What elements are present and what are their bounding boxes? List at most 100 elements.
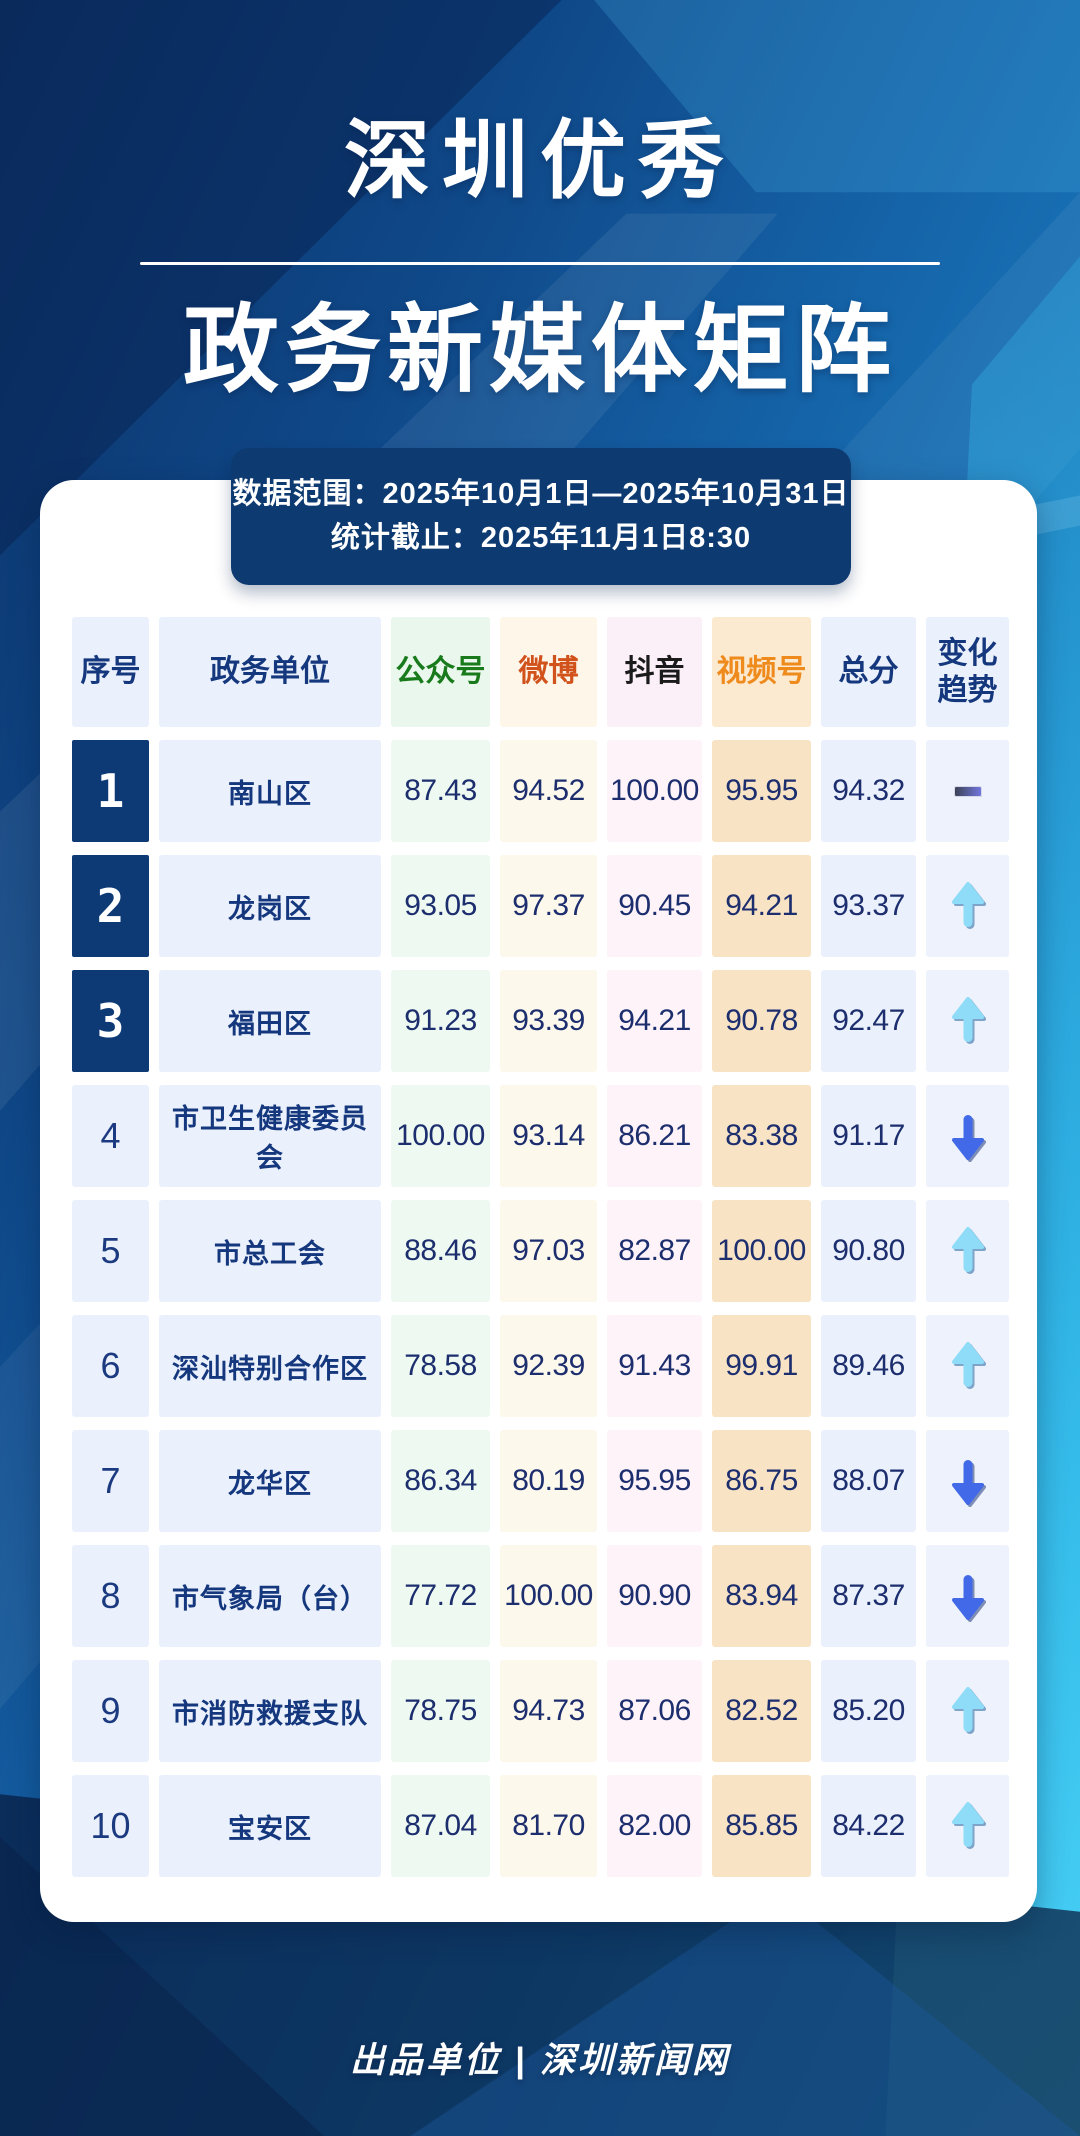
gongzhonghao-score-cell: 78.75: [391, 1660, 490, 1762]
gongzhonghao-score-cell: 93.05: [391, 855, 490, 957]
header-cell-gongzhonghao: 公众号: [391, 617, 490, 727]
footer-credit: 出品单位 | 深圳新闻网: [349, 2041, 731, 2080]
trend-flat-icon: [953, 785, 982, 797]
douyin-score-cell: 90.45: [607, 855, 702, 957]
rank-cell: 7: [72, 1430, 149, 1532]
rank-cell: 3: [72, 970, 149, 1072]
gongzhonghao-score-cell: 100.00: [391, 1085, 490, 1187]
rank-cell: 1: [72, 740, 149, 842]
header-cell-total: 总分: [821, 617, 916, 727]
weibo-score-cell: 80.19: [500, 1430, 597, 1532]
shipinhao-score-cell: 90.78: [712, 970, 811, 1072]
shipinhao-score-cell: 100.00: [712, 1200, 811, 1302]
shipinhao-score-cell: 94.21: [712, 855, 811, 957]
trend-up-icon: [951, 997, 984, 1042]
header-cell-rank: 序号: [72, 617, 149, 727]
banner-line-1: 数据范围：2025年10月1日—2025年10月31日: [232, 478, 850, 511]
header-cell-trend: 变化趋势: [926, 617, 1009, 727]
banner-line-2: 统计截止：2025年11月1日8:30: [330, 522, 752, 554]
unit-name-cell: 福田区: [159, 970, 381, 1072]
trend-down-icon: [951, 1575, 984, 1620]
douyin-score-cell: 87.06: [607, 1660, 702, 1762]
unit-name-cell: 龙华区: [159, 1430, 381, 1532]
trend-cell: [926, 1660, 1009, 1762]
trend-cell: [926, 970, 1009, 1072]
gongzhonghao-score-cell: 88.46: [391, 1200, 490, 1302]
header-cell-shipinhao: 视频号: [712, 617, 811, 727]
shipinhao-score-cell: 82.52: [712, 1660, 811, 1762]
douyin-score-cell: 94.21: [607, 970, 702, 1072]
trend-up-icon: [951, 1227, 984, 1272]
rank-cell: 6: [72, 1315, 149, 1417]
trend-cell: [926, 740, 1009, 842]
gongzhonghao-score-cell: 87.04: [391, 1775, 490, 1877]
title-divider: [140, 262, 940, 265]
shipinhao-score-cell: 83.94: [712, 1545, 811, 1647]
weibo-score-cell: 97.37: [500, 855, 597, 957]
total-score-cell: 87.37: [821, 1545, 916, 1647]
ranking-table: 序号 政务单位 公众号 微博 抖音 视频号 总分 变化趋势 1 南山区 87.4…: [72, 617, 1009, 1877]
unit-name-cell: 市消防救援支队: [159, 1660, 381, 1762]
weibo-score-cell: 94.73: [500, 1660, 597, 1762]
trend-down-icon: [951, 1460, 984, 1505]
trend-up-icon: [951, 1342, 984, 1387]
trend-cell: [926, 1085, 1009, 1187]
douyin-score-cell: 82.00: [607, 1775, 702, 1877]
data-card: 序号 政务单位 公众号 微博 抖音 视频号 总分 变化趋势 1 南山区 87.4…: [40, 480, 1037, 1922]
date-range-banner: 数据范围：2025年10月1日—2025年10月31日 统计截止：2025年11…: [231, 448, 851, 585]
douyin-score-cell: 100.00: [607, 740, 702, 842]
weibo-score-cell: 92.39: [500, 1315, 597, 1417]
total-score-cell: 92.47: [821, 970, 916, 1072]
unit-name-cell: 市卫生健康委员会: [159, 1085, 381, 1187]
trend-cell: [926, 1430, 1009, 1532]
douyin-score-cell: 90.90: [607, 1545, 702, 1647]
weibo-score-cell: 93.14: [500, 1085, 597, 1187]
gongzhonghao-score-cell: 87.43: [391, 740, 490, 842]
shipinhao-score-cell: 85.85: [712, 1775, 811, 1877]
title-block: 深圳优秀 政务新媒体矩阵: [0, 0, 1080, 399]
douyin-score-cell: 95.95: [607, 1430, 702, 1532]
douyin-score-cell: 91.43: [607, 1315, 702, 1417]
trend-cell: [926, 855, 1009, 957]
weibo-score-cell: 81.70: [500, 1775, 597, 1877]
trend-cell: [926, 1775, 1009, 1877]
rank-cell: 8: [72, 1545, 149, 1647]
rank-cell: 9: [72, 1660, 149, 1762]
gongzhonghao-score-cell: 86.34: [391, 1430, 490, 1532]
rank-cell: 5: [72, 1200, 149, 1302]
header-cell-unit: 政务单位: [159, 617, 381, 727]
unit-name-cell: 深汕特别合作区: [159, 1315, 381, 1417]
header-cell-weibo: 微博: [500, 617, 597, 727]
total-score-cell: 91.17: [821, 1085, 916, 1187]
gongzhonghao-score-cell: 91.23: [391, 970, 490, 1072]
total-score-cell: 90.80: [821, 1200, 916, 1302]
shipinhao-score-cell: 86.75: [712, 1430, 811, 1532]
douyin-score-cell: 86.21: [607, 1085, 702, 1187]
unit-name-cell: 市气象局（台）: [159, 1545, 381, 1647]
unit-name-cell: 宝安区: [159, 1775, 381, 1877]
total-score-cell: 88.07: [821, 1430, 916, 1532]
main-title: 深圳优秀: [344, 113, 736, 209]
trend-up-icon: [951, 1802, 984, 1847]
trend-cell: [926, 1545, 1009, 1647]
unit-name-cell: 南山区: [159, 740, 381, 842]
trend-cell: [926, 1315, 1009, 1417]
trend-up-icon: [951, 1687, 984, 1732]
total-score-cell: 94.32: [821, 740, 916, 842]
gongzhonghao-score-cell: 77.72: [391, 1545, 490, 1647]
shipinhao-score-cell: 95.95: [712, 740, 811, 842]
total-score-cell: 93.37: [821, 855, 916, 957]
douyin-score-cell: 82.87: [607, 1200, 702, 1302]
rank-cell: 10: [72, 1775, 149, 1877]
weibo-score-cell: 97.03: [500, 1200, 597, 1302]
trend-down-icon: [951, 1115, 984, 1160]
total-score-cell: 85.20: [821, 1660, 916, 1762]
unit-name-cell: 龙岗区: [159, 855, 381, 957]
trend-cell: [926, 1200, 1009, 1302]
header-cell-douyin: 抖音: [607, 617, 702, 727]
rank-cell: 2: [72, 855, 149, 957]
subtitle: 政务新媒体矩阵: [183, 297, 897, 404]
weibo-score-cell: 93.39: [500, 970, 597, 1072]
weibo-score-cell: 100.00: [500, 1545, 597, 1647]
